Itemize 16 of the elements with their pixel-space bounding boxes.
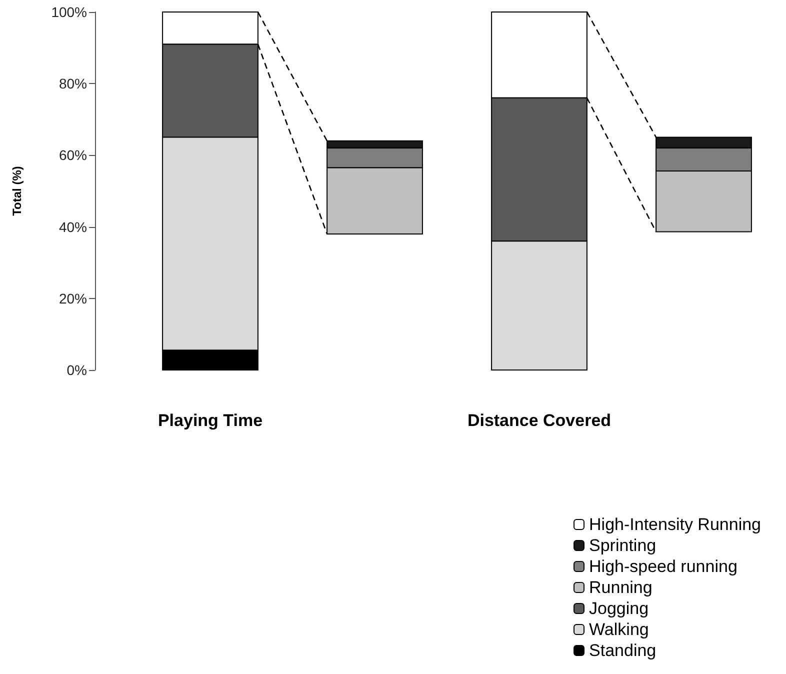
legend-label: Walking xyxy=(589,620,649,639)
legend-label: Jogging xyxy=(589,599,649,618)
y-tick-label: 40% xyxy=(58,218,87,235)
y-tick-label: 100% xyxy=(51,4,87,20)
y-axis-title: Total (%) xyxy=(10,166,24,216)
y-tick-label: 20% xyxy=(58,290,87,306)
y-tick-label: 60% xyxy=(58,147,87,164)
legend-label: High-Intensity Running xyxy=(589,515,761,534)
legend-label: Standing xyxy=(589,641,656,660)
y-tick-label: 80% xyxy=(58,76,87,92)
legend-label: High-speed running xyxy=(589,557,738,576)
legend-label: Sprinting xyxy=(589,536,656,555)
x-tick-label: Distance Covered xyxy=(467,411,612,430)
y-tick-label: 0% xyxy=(66,362,87,378)
legend-label: Running xyxy=(589,578,652,597)
x-tick-label: Playing Time xyxy=(158,411,263,430)
